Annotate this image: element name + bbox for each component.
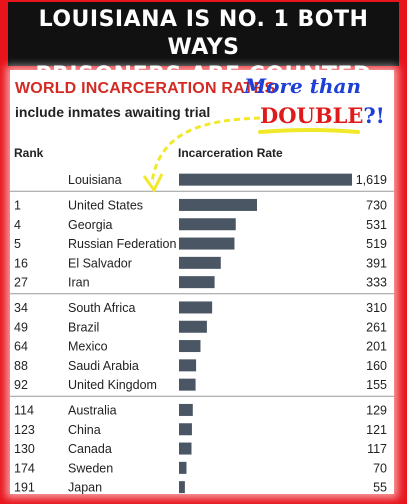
rate-column-header: Incarceration Rate bbox=[178, 146, 283, 160]
annotation-arrow-head bbox=[142, 173, 164, 193]
row-rank: 16 bbox=[14, 256, 28, 270]
row-country: Louisiana bbox=[68, 173, 122, 187]
bar bbox=[179, 256, 221, 269]
row-rank: 64 bbox=[14, 340, 28, 354]
bar bbox=[179, 218, 236, 231]
bar bbox=[179, 198, 258, 211]
row-country: China bbox=[68, 423, 101, 437]
row-country: Georgia bbox=[68, 218, 113, 232]
bar bbox=[179, 378, 196, 391]
row-rank: 174 bbox=[14, 461, 35, 475]
row-value-label: 160 bbox=[366, 359, 387, 373]
row-country: Australia bbox=[68, 403, 117, 417]
bar bbox=[179, 340, 201, 353]
row-country: Brazil bbox=[68, 320, 99, 334]
row-value-label: 519 bbox=[366, 237, 387, 251]
row-rank: 130 bbox=[14, 442, 35, 456]
row-rank: 49 bbox=[14, 320, 28, 334]
bar bbox=[179, 359, 197, 372]
bar bbox=[179, 173, 352, 186]
chart-subtitle: include inmates awaiting trial bbox=[15, 104, 211, 120]
annotation-arrow-line bbox=[150, 116, 261, 184]
row-country: United States bbox=[68, 198, 143, 212]
row-country: Japan bbox=[68, 481, 102, 494]
rank-column-header: Rank bbox=[14, 146, 44, 160]
row-country: El Salvador bbox=[68, 256, 132, 270]
row-rank: 5 bbox=[14, 237, 21, 251]
annotation-punct: ?! bbox=[363, 103, 385, 128]
row-rank: 34 bbox=[14, 301, 28, 315]
row-country: South Africa bbox=[68, 301, 135, 315]
row-country: Sweden bbox=[68, 461, 113, 475]
row-value-label: 129 bbox=[366, 403, 387, 417]
bar bbox=[179, 276, 215, 289]
row-country: Iran bbox=[68, 276, 90, 290]
bar bbox=[179, 403, 193, 416]
row-country: Mexico bbox=[68, 340, 108, 354]
row-value-label: 730 bbox=[366, 198, 387, 212]
bar bbox=[179, 320, 207, 333]
row-rank: 1 bbox=[14, 198, 21, 212]
row-value-label: 155 bbox=[366, 378, 387, 392]
row-rank: 114 bbox=[14, 403, 34, 417]
annotation-double-word: DOUBLE bbox=[260, 103, 364, 128]
row-value-label: 1,619 bbox=[356, 173, 387, 187]
bar-chart: Louisiana 1,619 1 United States 730 4 Georgia 5… bbox=[10, 116, 394, 494]
bar bbox=[179, 481, 185, 494]
chart-panel: WORLD INCARCERATION RATES include inmate… bbox=[10, 70, 394, 494]
row-rank: 92 bbox=[14, 378, 28, 392]
highlight-underline bbox=[258, 128, 360, 134]
row-country: Russian Federation bbox=[68, 237, 176, 251]
row-country: Canada bbox=[68, 442, 112, 456]
bar bbox=[179, 301, 213, 314]
bar bbox=[179, 461, 187, 474]
bar bbox=[179, 423, 192, 436]
annotation-more-than: More than bbox=[244, 74, 361, 98]
row-value-label: 391 bbox=[366, 256, 387, 270]
row-rank: 27 bbox=[14, 276, 28, 290]
headline-line-1: LOUISIANA IS NO. 1 BOTH WAYS bbox=[38, 7, 369, 60]
row-rank: 191 bbox=[14, 481, 35, 494]
bar bbox=[179, 237, 235, 250]
row-value-label: 201 bbox=[366, 340, 387, 354]
row-value-label: 70 bbox=[373, 461, 387, 475]
annotation-double: DOUBLE?! bbox=[260, 103, 385, 128]
chart-title: WORLD INCARCERATION RATES bbox=[15, 80, 276, 97]
row-value-label: 121 bbox=[366, 423, 387, 437]
row-value-label: 117 bbox=[367, 442, 387, 456]
row-value-label: 333 bbox=[366, 276, 387, 290]
row-country: United Kingdom bbox=[68, 378, 157, 392]
row-value-label: 55 bbox=[373, 481, 387, 494]
row-rank: 4 bbox=[14, 218, 21, 232]
row-value-label: 531 bbox=[366, 218, 387, 232]
row-country: Saudi Arabia bbox=[68, 359, 139, 373]
row-rank: 123 bbox=[14, 423, 35, 437]
headline-banner: LOUISIANA IS NO. 1 BOTH WAYS PRISONERS A… bbox=[8, 2, 399, 88]
row-rank: 88 bbox=[14, 359, 28, 373]
row-value-label: 310 bbox=[366, 301, 387, 315]
row-value-label: 261 bbox=[366, 320, 387, 334]
bar bbox=[179, 442, 192, 455]
